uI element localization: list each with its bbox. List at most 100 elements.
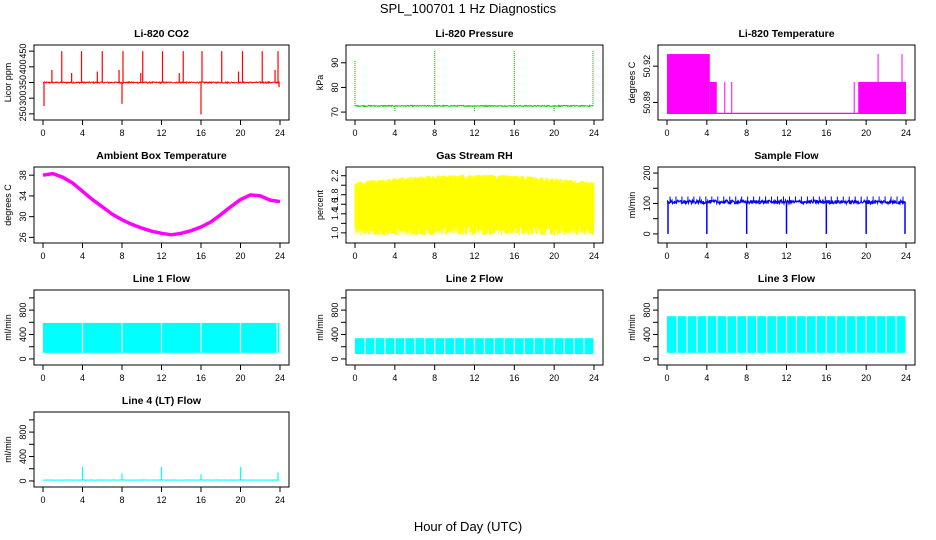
x-tick-label: 20 — [235, 373, 245, 383]
flow-band-20 — [856, 316, 866, 353]
figure-title: SPL_100701 1 Hz Diagnostics — [380, 1, 557, 16]
y-tick-label: 400 — [18, 449, 28, 464]
x-tick-label: 0 — [40, 495, 45, 505]
flow-band-6 — [405, 338, 415, 355]
flow-band-18 — [836, 316, 846, 353]
plot-data — [666, 196, 907, 234]
x-tick-label: 16 — [821, 373, 831, 383]
flow-band-24 — [896, 316, 906, 353]
plot-data — [354, 174, 595, 236]
y-axis-label: ml/min — [627, 192, 637, 219]
y-axis-label: degrees C — [3, 184, 13, 226]
x-tick-label: 4 — [392, 128, 397, 138]
x-tick-label: 0 — [352, 251, 357, 261]
flow-band-3 — [122, 322, 161, 353]
panel-title: Ambient Box Temperature — [96, 150, 227, 162]
x-tick-label: 8 — [119, 373, 124, 383]
x-tick-label: 12 — [156, 128, 166, 138]
flow-band-4 — [385, 338, 395, 355]
y-tick-label: 90 — [330, 58, 340, 68]
y-tick-label: 250 — [18, 106, 28, 121]
y-tick-label: 1.4 — [330, 208, 340, 221]
flow-band-4 — [162, 322, 201, 353]
y-tick-label: 0 — [642, 356, 652, 361]
flow-band-8 — [425, 338, 435, 355]
series-line — [42, 80, 280, 85]
x-tick-label: 8 — [119, 251, 124, 261]
flow-band-9 — [435, 338, 445, 355]
flow-band-1 — [667, 316, 677, 353]
x-tick-label: 4 — [704, 128, 709, 138]
y-tick-label: 0 — [18, 478, 28, 483]
x-tick-label: 16 — [196, 251, 206, 261]
x-tick-label: 4 — [80, 495, 85, 505]
temp-mid-block-2 — [858, 81, 906, 114]
flow-band-16 — [504, 338, 514, 355]
panel-7: Line 1 Flow 0 4 8 12 16 20 24 0 400 800 ml/min — [3, 273, 290, 383]
flow-band-13 — [787, 316, 796, 353]
flow-band-12 — [777, 316, 786, 353]
x-tick-label: 4 — [80, 373, 85, 383]
x-tick-label: 24 — [589, 251, 599, 261]
flow-band-21 — [866, 316, 876, 353]
flow-band-10 — [757, 316, 766, 353]
panel-9: Line 3 Flow 0 4 8 12 16 20 24 0 400 800 ml/min — [627, 273, 916, 383]
x-tick-label: 20 — [861, 251, 871, 261]
x-tick-label: 0 — [664, 251, 669, 261]
y-axis-label: Licor ppm — [3, 63, 13, 103]
x-tick-label: 8 — [119, 495, 124, 505]
x-tick-label: 24 — [901, 373, 911, 383]
y-axis-label: percent — [315, 189, 325, 220]
panel-6: Sample Flow 0 4 8 12 16 20 24 0 100 200 ml/min — [627, 150, 916, 261]
y-tick-label: 350 — [18, 75, 28, 90]
y-tick-label: 200 — [642, 166, 652, 181]
y-axis-label: ml/min — [3, 436, 13, 463]
x-tick-label: 0 — [352, 373, 357, 383]
flow-band-13 — [475, 338, 484, 355]
x-tick-label: 16 — [196, 495, 206, 505]
flow-band-9 — [747, 316, 757, 353]
x-tick-label: 24 — [275, 128, 285, 138]
x-tick-label: 4 — [704, 251, 709, 261]
flow-band-16 — [816, 316, 826, 353]
y-tick-label: 0 — [18, 356, 28, 361]
x-tick-label: 4 — [392, 373, 397, 383]
y-tick-label: 1.6 — [330, 198, 340, 211]
x-tick-label: 16 — [509, 128, 519, 138]
y-axis-label: ml/min — [3, 314, 13, 341]
y-axis-label: kPa — [315, 75, 325, 91]
flow-band-18 — [524, 338, 534, 355]
flow-band-19 — [534, 338, 544, 355]
x-tick-label: 12 — [781, 251, 791, 261]
x-tick-label: 16 — [196, 128, 206, 138]
plot-data — [667, 54, 906, 114]
x-tick-label: 20 — [549, 128, 559, 138]
x-tick-label: 24 — [589, 373, 599, 383]
x-tick-label: 12 — [781, 128, 791, 138]
panel-title: Line 4 (LT) Flow — [122, 395, 202, 407]
flow-band-6 — [717, 316, 727, 353]
x-tick-label: 20 — [861, 373, 871, 383]
x-tick-label: 24 — [275, 495, 285, 505]
y-tick-label: 1.0 — [330, 227, 340, 240]
y-tick-label: 80 — [330, 82, 340, 92]
x-tick-label: 0 — [352, 128, 357, 138]
panel-5: Gas Stream RH 0 4 8 12 16 20 24 1.0 1.41.61.8 2.2 p… — [315, 150, 604, 261]
plot-data — [42, 171, 281, 237]
plot-data — [43, 322, 280, 353]
flow-band-5 — [395, 338, 405, 355]
temp-high-block — [667, 54, 710, 114]
plot-data — [667, 316, 906, 353]
x-tick-label: 12 — [469, 373, 479, 383]
panel-8: Line 2 Flow 0 4 8 12 16 20 24 0 400 800 ml/min — [315, 273, 604, 383]
x-tick-label: 0 — [40, 128, 45, 138]
flow-band-7 — [415, 338, 425, 355]
x-tick-label: 4 — [80, 128, 85, 138]
x-tick-label: 12 — [156, 251, 166, 261]
x-tick-label: 16 — [821, 251, 831, 261]
flow-band-14 — [485, 338, 494, 355]
x-tick-label: 16 — [196, 373, 206, 383]
x-tick-label: 12 — [469, 128, 479, 138]
